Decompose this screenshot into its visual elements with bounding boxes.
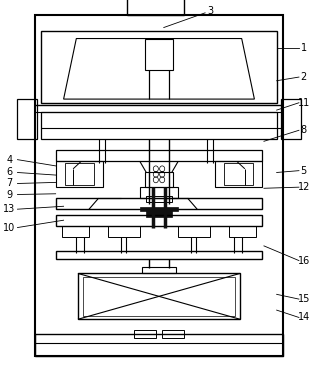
Text: 4: 4 — [6, 155, 13, 165]
Bar — [56, 215, 262, 226]
Bar — [145, 39, 173, 70]
Text: 3: 3 — [207, 6, 213, 16]
Bar — [142, 267, 176, 273]
Bar — [224, 163, 253, 185]
Text: 7: 7 — [6, 178, 13, 189]
Bar — [35, 15, 283, 356]
Text: 6: 6 — [6, 167, 13, 178]
Bar — [140, 187, 178, 198]
Bar — [146, 209, 172, 217]
Bar — [127, 0, 184, 15]
Text: 14: 14 — [298, 312, 310, 323]
Bar — [108, 226, 140, 237]
Bar — [41, 31, 277, 103]
Text: 12: 12 — [298, 182, 310, 192]
Text: 9: 9 — [6, 189, 13, 200]
Bar — [281, 99, 301, 139]
Text: 5: 5 — [301, 166, 307, 176]
Text: 16: 16 — [298, 255, 310, 266]
Bar — [134, 330, 156, 338]
Text: 11: 11 — [298, 98, 310, 108]
Text: 15: 15 — [298, 294, 310, 304]
Bar — [215, 161, 262, 187]
Bar — [35, 334, 283, 356]
Text: 2: 2 — [301, 72, 307, 82]
Bar — [56, 161, 103, 187]
Bar — [65, 163, 94, 185]
Bar — [140, 207, 178, 211]
Text: 1: 1 — [301, 43, 307, 53]
Bar — [17, 99, 37, 139]
Bar — [62, 226, 89, 237]
Bar — [56, 251, 262, 259]
Text: 8: 8 — [301, 125, 307, 135]
Bar — [229, 226, 256, 237]
Bar — [78, 273, 240, 319]
Bar — [145, 172, 173, 187]
Text: 10: 10 — [3, 222, 16, 233]
Bar — [146, 196, 172, 202]
Bar — [83, 277, 235, 316]
Bar — [56, 198, 262, 209]
Bar — [56, 150, 262, 161]
Bar — [162, 330, 184, 338]
Text: 13: 13 — [3, 204, 16, 214]
Bar — [41, 112, 277, 139]
Bar — [178, 226, 210, 237]
